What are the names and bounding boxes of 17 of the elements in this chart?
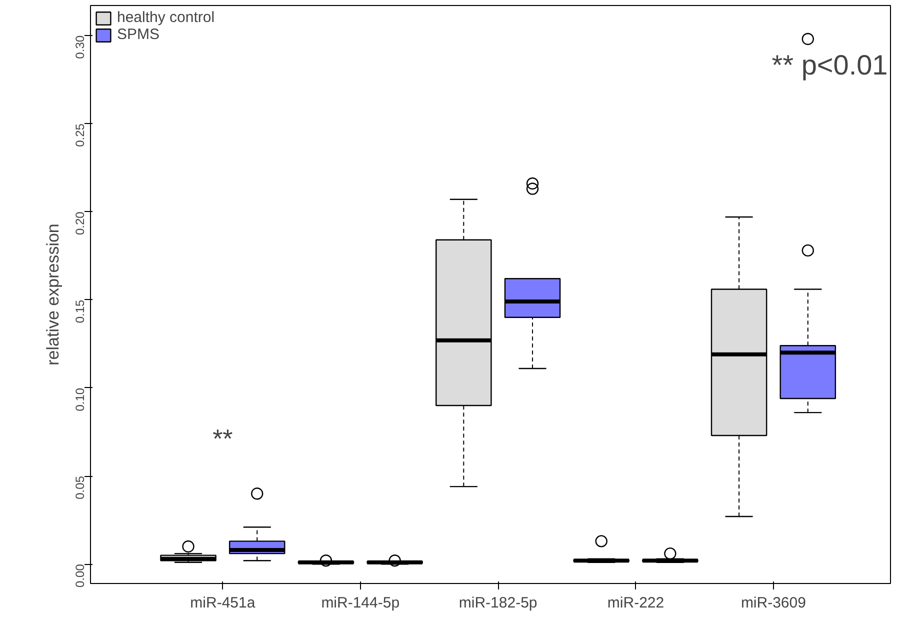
y-tick-label: 0.20	[73, 211, 87, 236]
annotation: **	[212, 424, 233, 454]
x-tick-label: miR-3609	[740, 594, 806, 612]
legend-label: SPMS	[117, 26, 160, 43]
y-tick-label: 0.25	[73, 123, 87, 147]
y-tick-label: 0.10	[73, 388, 87, 412]
x-tick-label: miR-451a	[190, 594, 256, 612]
x-tick-label: miR-222	[607, 594, 664, 612]
y-tick-label: 0.15	[73, 299, 87, 324]
y-tick-label: 0.00	[73, 564, 87, 588]
y-tick-label: 0.30	[73, 35, 87, 59]
annotation: ** p<0.01	[772, 50, 888, 80]
y-axis-title: relative expression	[44, 224, 62, 366]
x-tick-label: miR-144-5p	[321, 594, 400, 612]
y-tick-label: 0.05	[73, 476, 87, 500]
x-tick-label: miR-182-5p	[458, 594, 538, 612]
legend-label: healthy control	[117, 9, 215, 26]
